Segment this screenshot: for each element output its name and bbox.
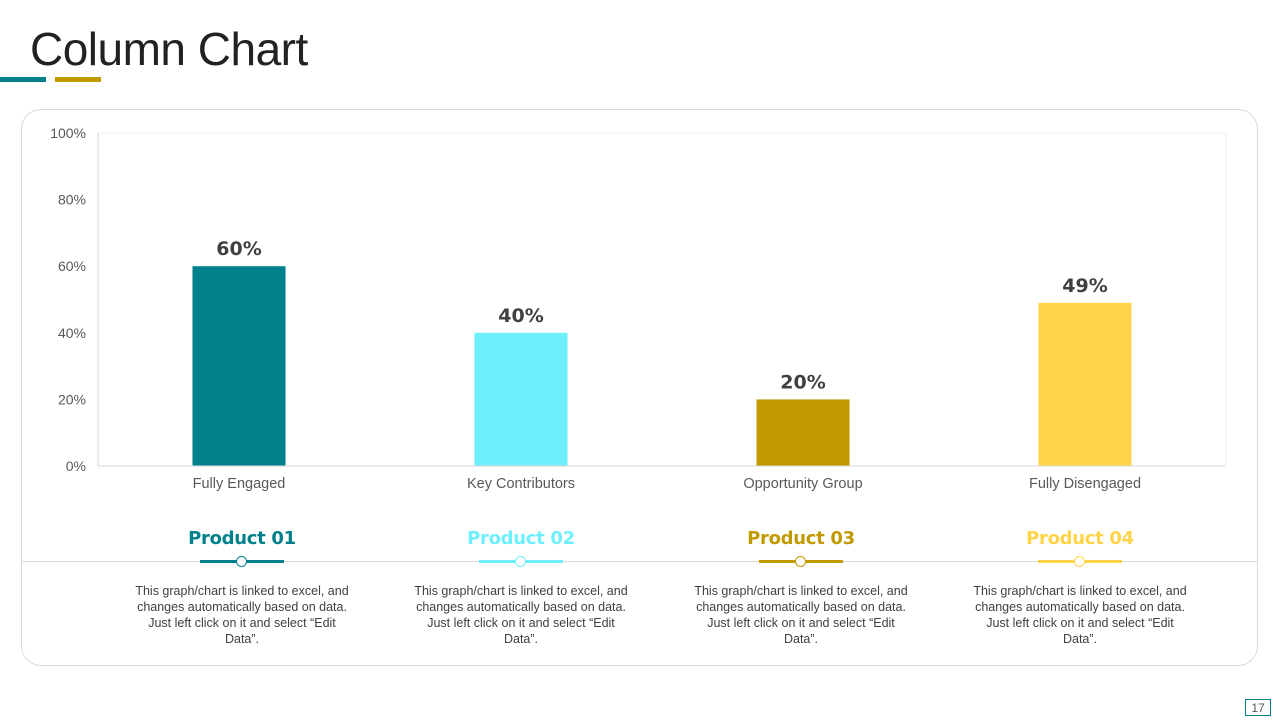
y-tick-label: 60% [58, 258, 86, 274]
product-block-3: Product 03 This graph/chart is linked to… [691, 527, 911, 647]
y-tick-label: 40% [58, 325, 86, 341]
bar-data-label: 20% [780, 371, 825, 393]
x-tick-label: Key Contributors [467, 476, 575, 492]
product-marker-dot [515, 556, 526, 567]
product-line [1038, 556, 1122, 567]
product-line [759, 556, 843, 567]
y-tick-label: 100% [50, 125, 86, 141]
bar [474, 332, 568, 466]
x-tick-label: Opportunity Group [743, 476, 862, 492]
bar-data-label: 49% [1062, 275, 1107, 297]
bar [1038, 302, 1132, 466]
title-accent-bar-1 [0, 77, 46, 82]
bar-data-label: 40% [498, 305, 543, 327]
y-tick-label: 20% [58, 391, 86, 407]
product-description: This graph/chart is linked to excel, and… [973, 584, 1187, 646]
product-title: Product 01 [188, 528, 296, 549]
product-marker-dot [795, 556, 806, 567]
product-line [200, 556, 284, 567]
product-block-1: Product 01 This graph/chart is linked to… [132, 527, 352, 647]
product-marker-dot [236, 556, 247, 567]
x-tick-label: Fully Disengaged [1029, 476, 1141, 492]
bar [192, 266, 286, 466]
product-title: Product 03 [747, 528, 855, 549]
product-block-4: Product 04 This graph/chart is linked to… [970, 527, 1190, 647]
card-divider [22, 561, 1258, 562]
product-title: Product 04 [1026, 528, 1134, 549]
product-marker-dot [1074, 556, 1085, 567]
product-block-2: Product 02 This graph/chart is linked to… [411, 527, 631, 647]
page-number: 17 [1245, 699, 1271, 716]
slide-title: Column Chart [30, 23, 308, 75]
y-tick-label: 80% [58, 192, 86, 208]
title-accent-bar-2 [55, 77, 101, 82]
product-description: This graph/chart is linked to excel, and… [135, 584, 349, 646]
product-description: This graph/chart is linked to excel, and… [694, 584, 908, 646]
bar-data-label: 60% [216, 238, 261, 260]
product-title: Product 02 [467, 528, 575, 549]
bar [756, 399, 850, 466]
column-chart[interactable]: 0% 20% 40% 60% 80% 100% 60% Fully Engaged 40% Key… [0, 0, 1280, 520]
x-tick-label: Fully Engaged [193, 476, 286, 492]
y-tick-label: 0% [66, 458, 86, 474]
product-description: This graph/chart is linked to excel, and… [414, 584, 628, 646]
product-line [479, 556, 563, 567]
